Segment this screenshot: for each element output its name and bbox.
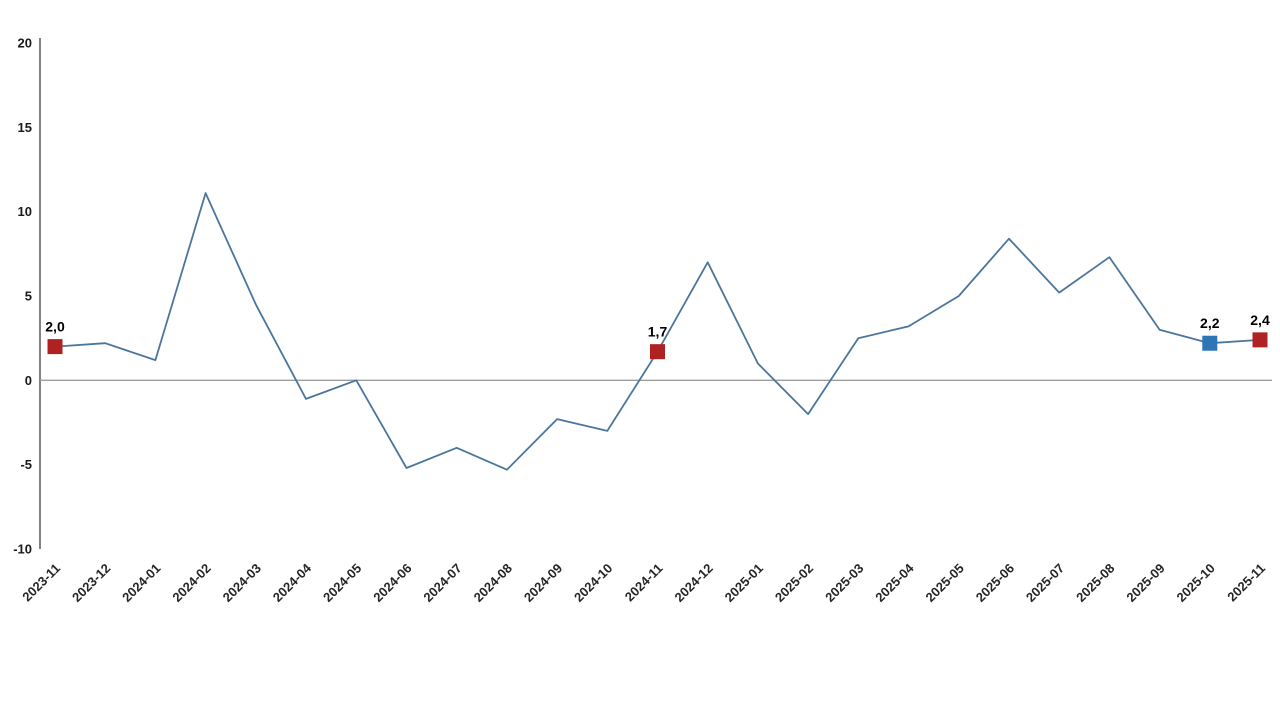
y-tick-label: 20 [18,36,32,51]
x-tick-label: 2025-06 [973,561,1017,605]
x-tick-label: 2024-06 [370,561,414,605]
x-tick-label: 2024-10 [571,561,615,605]
x-tick-label: 2024-09 [521,561,565,605]
x-tick-label: 2024-07 [420,561,464,605]
x-tick-label: 2024-04 [270,560,315,605]
y-tick-label: -5 [20,457,32,472]
x-tick-label: 2025-09 [1123,561,1167,605]
x-tick-label: 2024-01 [119,561,163,605]
x-tick-label: 2024-05 [320,561,364,605]
y-tick-label: 15 [18,120,32,135]
x-tick-label: 2025-03 [822,561,866,605]
x-tick-label: 2025-02 [772,561,816,605]
x-tick-label: 2025-07 [1023,561,1067,605]
data-label: 2,4 [1250,312,1270,328]
y-tick-label: 0 [25,373,32,388]
x-tick-label: 2024-02 [169,561,213,605]
data-marker [47,339,63,355]
y-tick-label: 5 [25,289,32,304]
y-tick-label: 10 [18,204,32,219]
data-marker [1202,335,1218,351]
data-marker [1252,332,1268,348]
x-tick-label: 2023-11 [19,561,63,605]
x-tick-label: 2023-12 [69,561,113,605]
x-tick-label: 2024-08 [471,561,515,605]
x-tick-label: 2024-03 [220,561,264,605]
x-tick-label: 2025-11 [1224,561,1268,605]
data-label: 1,7 [648,324,668,340]
x-tick-label: 2025-04 [872,560,917,605]
x-tick-label: 2024-11 [622,561,666,605]
data-label: 2,0 [45,319,65,335]
x-tick-label: 2025-01 [722,561,766,605]
x-tick-label: 2025-10 [1174,561,1218,605]
data-marker [650,344,665,360]
y-tick-label: -10 [13,542,32,557]
x-tick-label: 2024-12 [671,561,715,605]
x-tick-label: 2025-05 [923,561,967,605]
data-label: 2,2 [1200,315,1220,331]
x-tick-label: 2025-08 [1073,561,1117,605]
